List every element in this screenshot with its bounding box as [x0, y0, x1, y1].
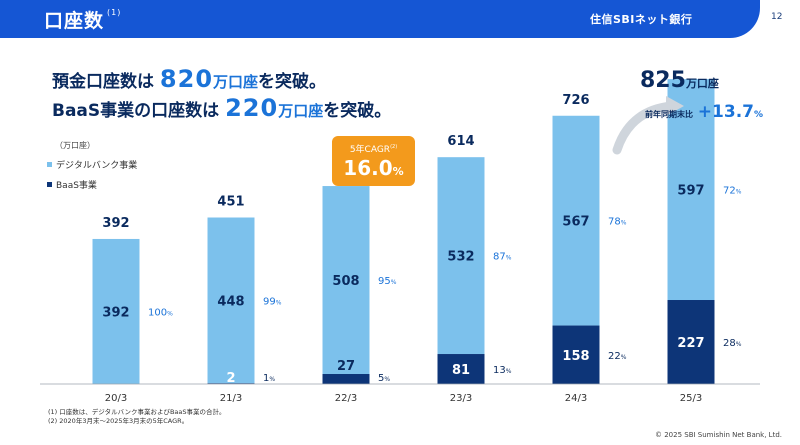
x-tick-label: 23/3: [450, 393, 472, 404]
cagr-callout: 5年CAGR(2) 16.0%: [332, 136, 415, 186]
copyright: © 2025 SBI Sumishin Net Bank, Ltd.: [655, 431, 782, 439]
chart-unit-label: （万口座）: [55, 141, 95, 150]
baas-value-label: 81: [452, 363, 470, 378]
header-bar: 口座数 (1) 住信SBIネット銀行: [0, 0, 760, 38]
bar-digital-bank: [437, 157, 485, 355]
legend-swatch-digital-bank: [47, 162, 52, 167]
baas-value-label: 2: [226, 371, 235, 386]
digital-bank-share-label: 100%: [148, 307, 173, 318]
x-tick-label: 22/3: [335, 393, 357, 404]
digital-bank-share-label: 78%: [608, 217, 627, 228]
company-logo: 住信SBIネット銀行: [590, 13, 693, 26]
digital-bank-value-label: 508: [332, 274, 359, 289]
legend-digital-bank: デジタルバンク事業: [47, 158, 137, 171]
bar-baas: [437, 354, 485, 384]
x-tick-label: 20/3: [105, 393, 127, 404]
baas-share-label: 22%: [608, 351, 627, 362]
total-label: 451: [217, 195, 244, 210]
latest-total: 825万口座: [640, 68, 719, 93]
digital-bank-share-label: 99%: [263, 296, 282, 307]
baas-share-label: 1%: [263, 373, 275, 384]
page-title: 口座数 (1): [44, 8, 122, 32]
digital-bank-value-label: 597: [677, 184, 704, 199]
digital-bank-value-label: 567: [562, 215, 589, 230]
x-tick-label: 21/3: [220, 393, 242, 404]
bar-baas: [552, 325, 600, 384]
bar-digital-bank: [92, 238, 140, 384]
baas-value-label: 158: [562, 349, 589, 364]
bar-baas: [322, 374, 370, 384]
x-tick-label: 25/3: [680, 393, 702, 404]
growth-arrow-icon: [612, 101, 677, 155]
headline-deposit-number: 820: [159, 65, 214, 93]
bar-digital-bank: [552, 115, 600, 326]
digital-bank-share-label: 72%: [723, 186, 742, 197]
headline-line-1: 預金口座数は 820万口座を突破。: [52, 65, 327, 93]
headline-baas-number: 220: [225, 94, 279, 122]
baas-value-label: 27: [337, 359, 355, 374]
total-label: 614: [447, 134, 474, 149]
baas-value-label: 227: [677, 336, 704, 351]
bar-digital-bank: [667, 79, 715, 301]
baas-share-label: 5%: [378, 373, 390, 384]
digital-bank-value-label: 448: [217, 294, 244, 309]
title-note: (1): [107, 8, 122, 17]
footnote-1: (1) 口座数は、デジタルバンク事業およびBaaS事業の合計。: [48, 408, 226, 416]
bar-digital-bank: [207, 217, 255, 384]
digital-bank-share-label: 95%: [378, 276, 397, 287]
digital-bank-share-label: 87%: [493, 252, 512, 263]
page-number: 12: [771, 12, 783, 22]
legend-swatch-baas: [47, 182, 52, 187]
yoy-growth: 前年同期末比 +13.7%: [645, 102, 764, 122]
total-label: 392: [102, 216, 129, 231]
baas-share-label: 13%: [493, 365, 512, 376]
bar-digital-bank: [322, 186, 370, 375]
digital-bank-value-label: 392: [102, 305, 129, 320]
total-label: 726: [562, 93, 589, 108]
growth-arrow-head-icon: [666, 96, 684, 116]
headline: 預金口座数は 820万口座を突破。 BaaS事業の口座数は 220万口座を突破。: [52, 66, 391, 124]
footnote-2: (2) 2020年3月末～2025年3月末の5年CAGR。: [48, 417, 189, 425]
digital-bank-value-label: 532: [447, 250, 474, 265]
legend-baas: BaaS事業: [47, 178, 97, 191]
headline-line-2: BaaS事業の口座数は 220万口座を突破。: [52, 94, 392, 122]
yoy-value: +13.7%: [697, 102, 764, 122]
bar-baas: [667, 300, 715, 384]
baas-share-label: 28%: [723, 338, 742, 349]
x-tick-label: 24/3: [565, 393, 587, 404]
